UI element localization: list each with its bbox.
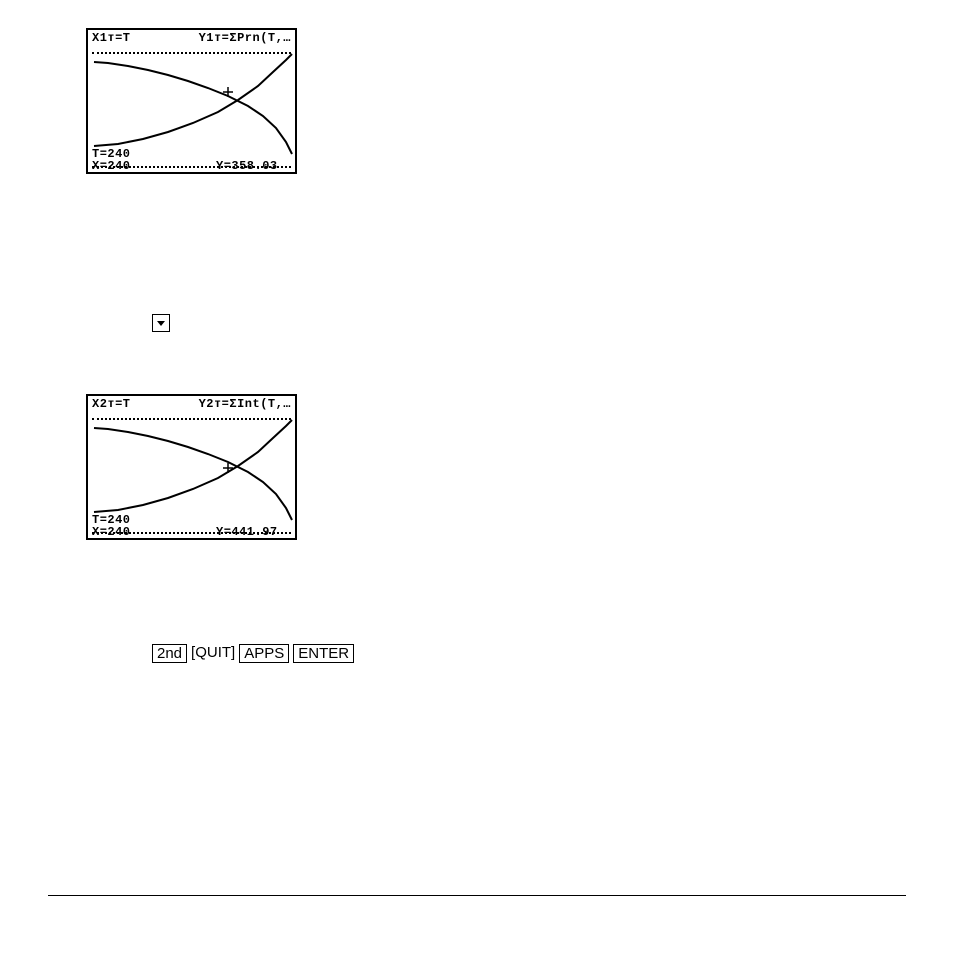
down-arrow-key[interactable]	[152, 314, 170, 332]
2nd-key[interactable]: 2nd	[152, 644, 187, 663]
key-sequence: 2nd[QUIT]APPSENTER	[152, 644, 358, 663]
page: X1ᴛ=T Y1ᴛ=ΣPrn(T,… T=240 X=240 Y=358.03 …	[0, 0, 954, 954]
dotted-line	[92, 532, 291, 534]
dotted-line	[92, 166, 291, 168]
calc-screen-2: X2ᴛ=T Y2ᴛ=ΣInt(T,… T=240 X=240 Y=441.97	[86, 394, 297, 540]
enter-key[interactable]: ENTER	[293, 644, 354, 663]
calc-screen-1: X1ᴛ=T Y1ᴛ=ΣPrn(T,… T=240 X=240 Y=358.03	[86, 28, 297, 174]
quit-key-label: [QUIT]	[191, 644, 235, 663]
apps-key[interactable]: APPS	[239, 644, 289, 663]
footer-rule	[48, 895, 906, 896]
down-triangle-icon	[155, 317, 167, 329]
